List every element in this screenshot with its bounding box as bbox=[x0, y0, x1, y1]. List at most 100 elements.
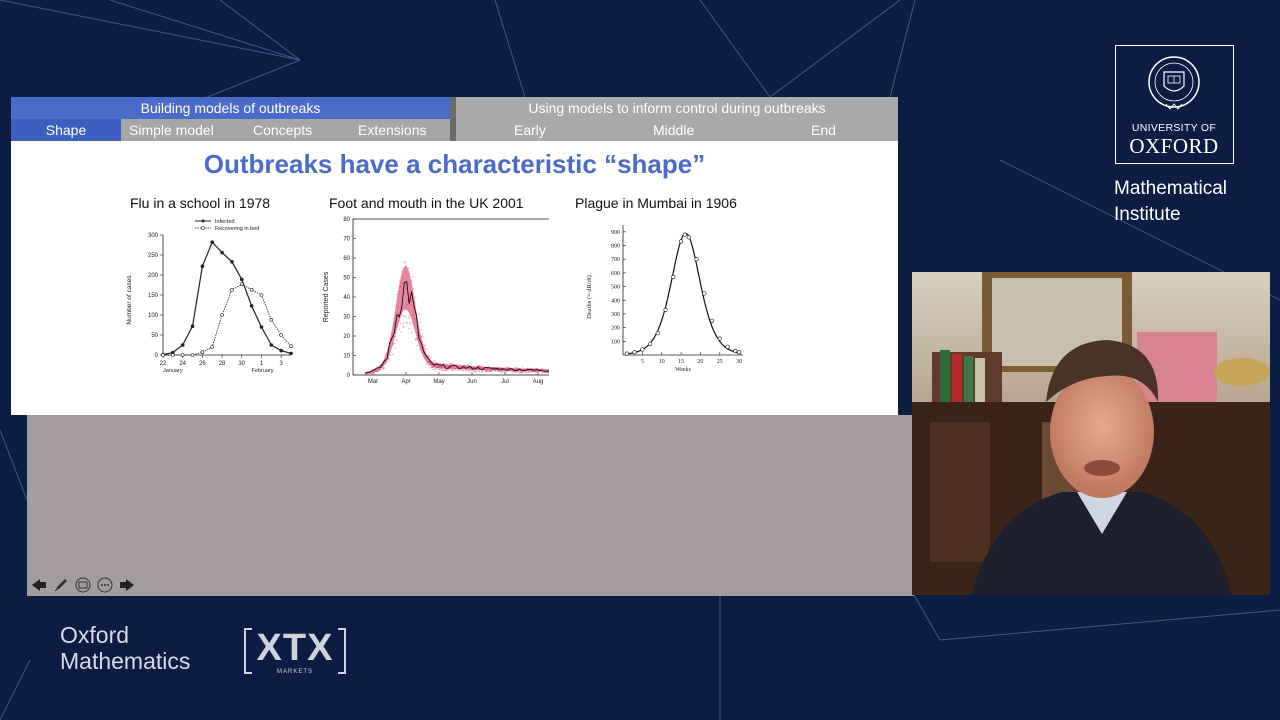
arrow-left-icon[interactable] bbox=[30, 576, 48, 594]
fmd-sim-point bbox=[478, 371, 480, 373]
flu-ytick-label: 300 bbox=[148, 233, 159, 239]
fmd-sim-point bbox=[539, 371, 541, 373]
fmd-sim-point bbox=[382, 368, 385, 370]
fmd-sim-point bbox=[516, 367, 518, 369]
fmd-xtick-label: Jun bbox=[467, 379, 477, 385]
fmd-sim-point bbox=[416, 345, 418, 347]
plague-xtick-label: 20 bbox=[697, 359, 703, 365]
fmd-sim-point bbox=[405, 322, 408, 324]
fmd-sim-point bbox=[514, 371, 517, 373]
fmd-sim-point bbox=[433, 369, 436, 371]
nav-section-using-models[interactable]: Using models to inform control during ou… bbox=[456, 97, 898, 119]
chart-fmd: Reported Cases 80 70 60 50 40 30 20 10 0 Mar Apr Ma… bbox=[323, 217, 549, 385]
flu-point-infected bbox=[200, 264, 205, 269]
fmd-sim-point bbox=[464, 370, 467, 372]
flu-point-infected bbox=[190, 324, 195, 328]
flu-line-infected bbox=[162, 241, 292, 356]
fmd-sim-point bbox=[429, 367, 432, 369]
nav-item-end[interactable]: End bbox=[811, 122, 836, 138]
screen-icon[interactable] bbox=[74, 576, 92, 594]
fmd-sim-point bbox=[525, 372, 528, 374]
fmd-sim-point bbox=[478, 370, 480, 372]
fmd-sim-point bbox=[420, 336, 422, 338]
fmd-ytick-label: 20 bbox=[343, 334, 350, 340]
fmd-sim-point bbox=[394, 347, 397, 349]
flu-point-recovering bbox=[259, 293, 264, 297]
fmd-sim-point bbox=[520, 371, 522, 373]
fmd-sim-point bbox=[413, 297, 416, 299]
fmd-sim-point bbox=[365, 373, 367, 375]
fmd-ytick-label: 80 bbox=[343, 217, 350, 223]
fmd-xtick-label: Apr bbox=[401, 379, 410, 385]
fmd-sim-point bbox=[526, 368, 529, 370]
fmd-sim-point bbox=[439, 368, 441, 370]
fmd-sim-point bbox=[447, 368, 449, 370]
plague-data-point bbox=[733, 348, 738, 353]
fmd-sim-point bbox=[404, 315, 406, 317]
nav-item-extensions[interactable]: Extensions bbox=[358, 122, 427, 138]
plague-data-point bbox=[725, 344, 730, 349]
fmd-sim-point bbox=[536, 368, 538, 370]
plague-data-point bbox=[717, 336, 722, 341]
arrow-right-icon[interactable] bbox=[118, 576, 136, 594]
pen-icon[interactable] bbox=[52, 576, 70, 594]
flu-point-recovering bbox=[161, 353, 165, 357]
nav-item-simple-model[interactable]: Simple model bbox=[129, 122, 214, 138]
fmd-sim-point bbox=[482, 365, 484, 367]
nav-item-concepts[interactable]: Concepts bbox=[253, 122, 313, 138]
fmd-sim-point bbox=[513, 371, 516, 373]
fmd-sim-point bbox=[543, 371, 545, 373]
fmd-sim-point bbox=[486, 371, 489, 373]
plague-ytick-label: 800 bbox=[611, 244, 620, 250]
institute-line-1: Mathematical bbox=[1114, 178, 1227, 199]
fmd-sim-point bbox=[412, 288, 414, 290]
fmd-sim-point bbox=[451, 368, 453, 370]
more-icon[interactable] bbox=[96, 576, 114, 594]
plague-data-point bbox=[709, 318, 715, 323]
fmd-sim-point bbox=[497, 371, 499, 373]
nav-section-building-models[interactable]: Building models of outbreaks bbox=[11, 97, 450, 119]
flu-point-infected bbox=[230, 259, 234, 264]
flu-xsub-january: January bbox=[163, 368, 183, 374]
fmd-sim-point bbox=[489, 370, 491, 372]
fmd-sim-point bbox=[402, 327, 405, 329]
fmd-sim-point bbox=[443, 369, 445, 371]
fmd-sim-point bbox=[396, 293, 398, 295]
figure-title-plague: Plague in Mumbai in 1906 bbox=[575, 195, 737, 211]
fmd-ytick-label: 40 bbox=[343, 295, 350, 301]
fmd-sim-point bbox=[437, 362, 440, 364]
fmd-sim-point bbox=[421, 334, 424, 336]
fmd-sim-point bbox=[383, 367, 386, 369]
plague-data-point bbox=[640, 347, 645, 352]
fmd-sim-point bbox=[391, 354, 394, 356]
fmd-sim-point bbox=[408, 267, 410, 269]
fmd-sim-point bbox=[494, 370, 497, 372]
fmd-sim-point bbox=[479, 365, 482, 367]
nav-item-shape[interactable]: Shape bbox=[11, 119, 121, 141]
fmd-sim-point bbox=[389, 338, 391, 340]
fmd-sim-point bbox=[373, 371, 375, 373]
fmd-xtick-label: Aug bbox=[533, 379, 544, 385]
nav-right-subitems: Early Middle End bbox=[456, 119, 898, 141]
fmd-ytick-label: 50 bbox=[343, 276, 350, 282]
fmd-sim-point bbox=[406, 322, 409, 324]
nav-item-middle[interactable]: Middle bbox=[653, 122, 695, 138]
fmd-sim-point bbox=[459, 369, 462, 371]
fmd-sim-point bbox=[441, 369, 444, 371]
fmd-sim-point bbox=[535, 372, 537, 374]
plague-ytick-label: 200 bbox=[611, 326, 620, 332]
fmd-sim-point bbox=[451, 369, 453, 371]
fmd-sim-point bbox=[535, 370, 537, 372]
fmd-sim-point bbox=[444, 368, 447, 370]
slide-title: Outbreaks have a characteristic “shape” bbox=[203, 149, 706, 179]
fmd-sim-point bbox=[493, 366, 495, 368]
fmd-sim-point bbox=[520, 371, 522, 373]
flu-ytick-label: 150 bbox=[148, 293, 159, 299]
nav-item-early[interactable]: Early bbox=[514, 122, 546, 138]
fmd-sim-point bbox=[522, 371, 525, 373]
mathematical-institute-label: Mathematical Institute bbox=[1114, 176, 1274, 228]
fmd-sim-point bbox=[501, 370, 503, 372]
fmd-xtick-label: May bbox=[433, 379, 444, 385]
fmd-sim-point bbox=[421, 336, 424, 338]
fmd-sim-point bbox=[414, 296, 417, 298]
